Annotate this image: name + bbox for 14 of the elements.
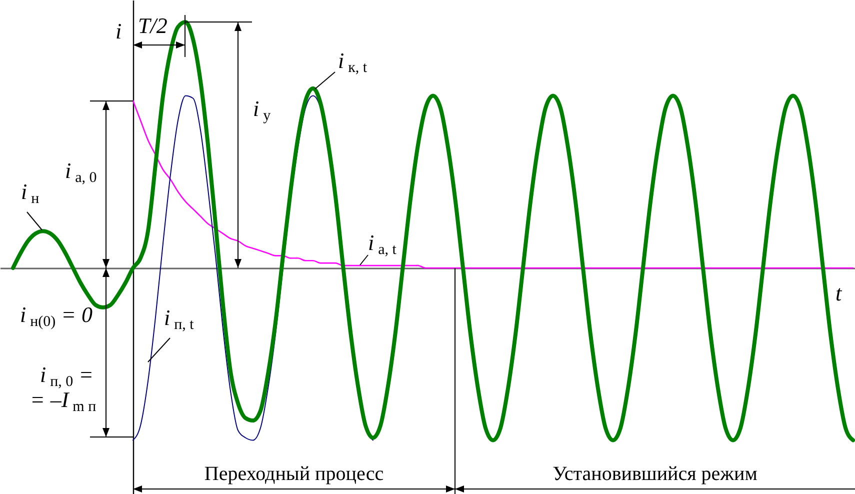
annotation: i$_{у}$	[253, 96, 272, 124]
annotation: = –I$_{m п}$	[30, 387, 96, 415]
series-label: i$_{п, t}$	[164, 305, 195, 333]
series-label: i$_{a, t}$	[368, 230, 398, 258]
y-axis-title: i	[116, 18, 122, 44]
text: Переходный процесс	[204, 463, 384, 485]
annotation: i$_{п, 0}$ =	[40, 362, 94, 390]
annotation: i$_{к, t}$	[338, 48, 368, 76]
annotation: i$_{н}$	[21, 179, 40, 207]
x-axis-title: t	[836, 280, 842, 306]
annotation: T/2	[138, 13, 168, 38]
annotation: i$_{a, 0}$	[65, 158, 97, 186]
text: Установившийся режим	[552, 463, 758, 485]
annotation: i$_{н(0)}$ = 0	[20, 302, 93, 330]
